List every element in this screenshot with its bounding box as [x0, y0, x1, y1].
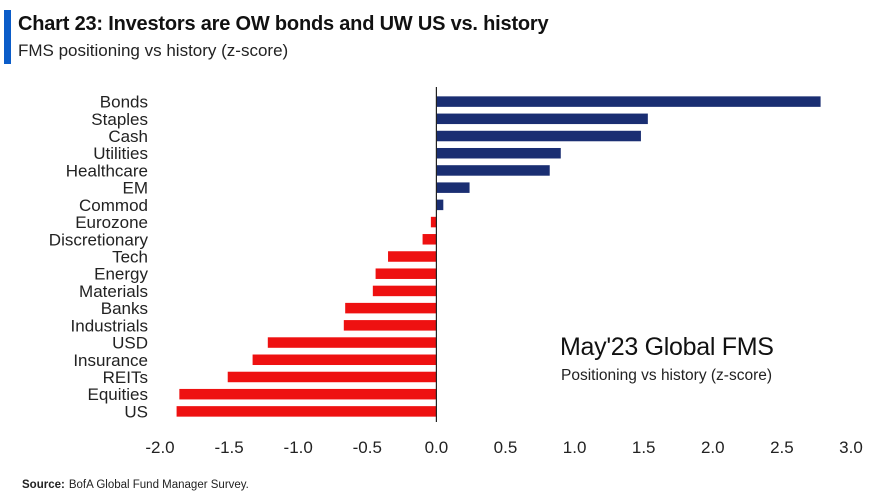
chart-title: Chart 23: Investors are OW bonds and UW …	[18, 13, 549, 35]
x-tick-label: 2.0	[701, 438, 725, 457]
category-label: Cash	[108, 127, 148, 146]
category-label: Commod	[79, 196, 148, 215]
category-label: EM	[123, 179, 149, 198]
bar-tech	[388, 251, 437, 262]
bar-industrials	[343, 320, 437, 331]
bar-commod	[436, 199, 444, 211]
annotation-subtitle: Positioning vs history (z-score)	[561, 367, 773, 384]
x-tick-label: 1.0	[563, 438, 587, 457]
bar-eurozone	[430, 216, 437, 228]
bar-healthcare	[436, 165, 550, 176]
category-label: REITs	[103, 368, 148, 387]
category-label: Tech	[112, 248, 148, 267]
category-label: Eurozone	[75, 213, 148, 232]
x-tick-label: 0.0	[425, 438, 449, 457]
annotation-title: May'23 Global FMS	[560, 333, 774, 361]
x-tick-label: 0.5	[494, 438, 518, 457]
chart-subtitle: FMS positioning vs history (z-score)	[18, 41, 289, 60]
category-label: Industrials	[71, 316, 148, 335]
bar-bonds	[436, 96, 821, 107]
x-tick-label: 1.5	[632, 438, 656, 457]
x-tick-label: -1.5	[214, 438, 243, 457]
title-accent-bar	[4, 10, 11, 64]
bar-usd	[267, 337, 437, 348]
bar-us	[176, 406, 437, 417]
bar-discretionary	[422, 234, 437, 245]
x-tick-label: -1.0	[284, 438, 313, 457]
source-note: Source: BofA Global Fund Manager Survey.	[22, 479, 249, 491]
bar-reits	[227, 371, 437, 383]
category-label: Discretionary	[49, 230, 149, 249]
x-tick-label: 2.5	[770, 438, 794, 457]
category-label: US	[124, 402, 148, 421]
bar-banks	[345, 302, 437, 314]
bar-staples	[436, 113, 648, 125]
source-text: BofA Global Fund Manager Survey.	[68, 479, 249, 491]
bar-insurance	[252, 354, 437, 366]
category-label: Energy	[94, 265, 148, 284]
category-label: Bonds	[100, 93, 148, 112]
bar-cash	[436, 130, 641, 142]
category-label: Materials	[79, 282, 148, 301]
category-label: Banks	[101, 299, 148, 318]
x-tick-label: -2.0	[145, 438, 174, 457]
category-label: Insurance	[73, 351, 148, 370]
bar-em	[436, 182, 470, 193]
category-label: Healthcare	[66, 161, 148, 180]
x-tick-label: -0.5	[353, 438, 382, 457]
bar-equities	[179, 388, 437, 400]
bar-energy	[375, 268, 437, 279]
x-tick-label: 3.0	[839, 438, 863, 457]
category-label: Equities	[88, 385, 148, 404]
bar-materials	[372, 285, 437, 297]
category-label: Utilities	[93, 144, 148, 163]
bar-utilities	[436, 147, 561, 159]
category-label: Staples	[91, 110, 148, 129]
source-label: Source:	[22, 479, 65, 491]
category-label: USD	[112, 334, 148, 353]
